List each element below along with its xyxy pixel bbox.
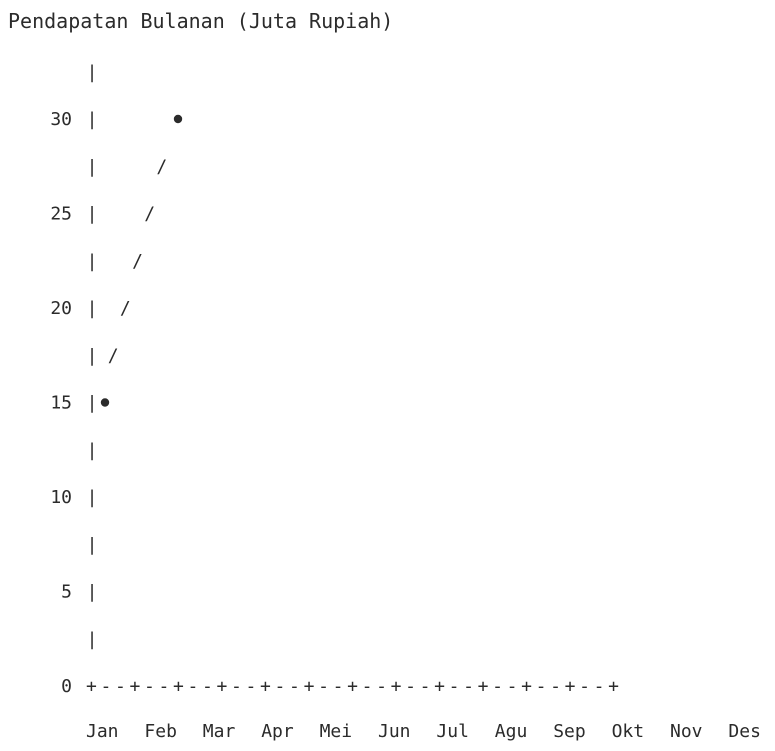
y-axis-glyph: | [87,62,98,83]
y-axis-glyph: | [87,629,98,650]
x-tick-label: Agu [495,721,528,742]
x-tick-label: Okt [612,721,645,742]
y-axis-glyph: | [87,204,98,225]
x-tick-label: Des [728,721,761,742]
x-axis: +--+--+--+--+--+--+--+--+--+--+--+--+ [86,676,619,697]
line-segment-glyph: / [120,298,131,319]
x-tick-label: Mei [320,721,353,742]
x-tick-label: Jul [436,721,469,742]
x-tick-labels: Jan Feb Mar Apr Mei Jun Jul Agu Sep Okt Nov Des [86,721,761,742]
x-tick-label: Nov [670,721,703,742]
y-tick-label: 25 [50,204,72,225]
y-tick-label: 15 [50,393,72,414]
data-point [173,114,183,124]
y-axis-glyph: | [87,345,98,366]
y-axis-glyph: | [87,109,98,130]
data-point [100,398,110,407]
x-tick-label: Jan [86,721,119,742]
x-tick-label: Sep [553,721,586,742]
x-tick-label: Feb [144,721,177,742]
y-axis-glyph: | [87,534,98,555]
y-tick-label: 5 [61,582,72,603]
y-axis: | | | | | | | | | | | | | [87,62,98,650]
y-axis-glyph: | [87,440,98,461]
y-axis-glyph: | [87,393,98,414]
y-tick-label: 20 [50,298,72,319]
series-layer: / / / / / [100,114,183,407]
chart-title: Pendapatan Bulanan (Juta Rupiah) [8,9,393,33]
x-tick-label: Mar [203,721,236,742]
y-tick-labels: 0 5 10 15 20 25 30 [50,109,72,697]
x-tick-label: Apr [261,721,294,742]
y-axis-glyph: | [87,298,98,319]
y-axis-glyph: | [87,487,98,508]
line-segment-glyph: / [144,204,155,225]
y-axis-glyph: | [87,251,98,272]
y-axis-glyph: | [87,156,98,177]
line-segment-glyph: / [108,345,119,366]
y-tick-label: 0 [61,676,72,697]
y-axis-glyph: | [87,582,98,603]
x-axis-line: +--+--+--+--+--+--+--+--+--+--+--+--+ [86,676,619,697]
x-tick-label: Jun [378,721,411,742]
y-tick-label: 30 [50,109,72,130]
line-segment-glyph: / [132,251,143,272]
line-segment-glyph: / [156,156,167,177]
y-tick-label: 10 [50,487,72,508]
